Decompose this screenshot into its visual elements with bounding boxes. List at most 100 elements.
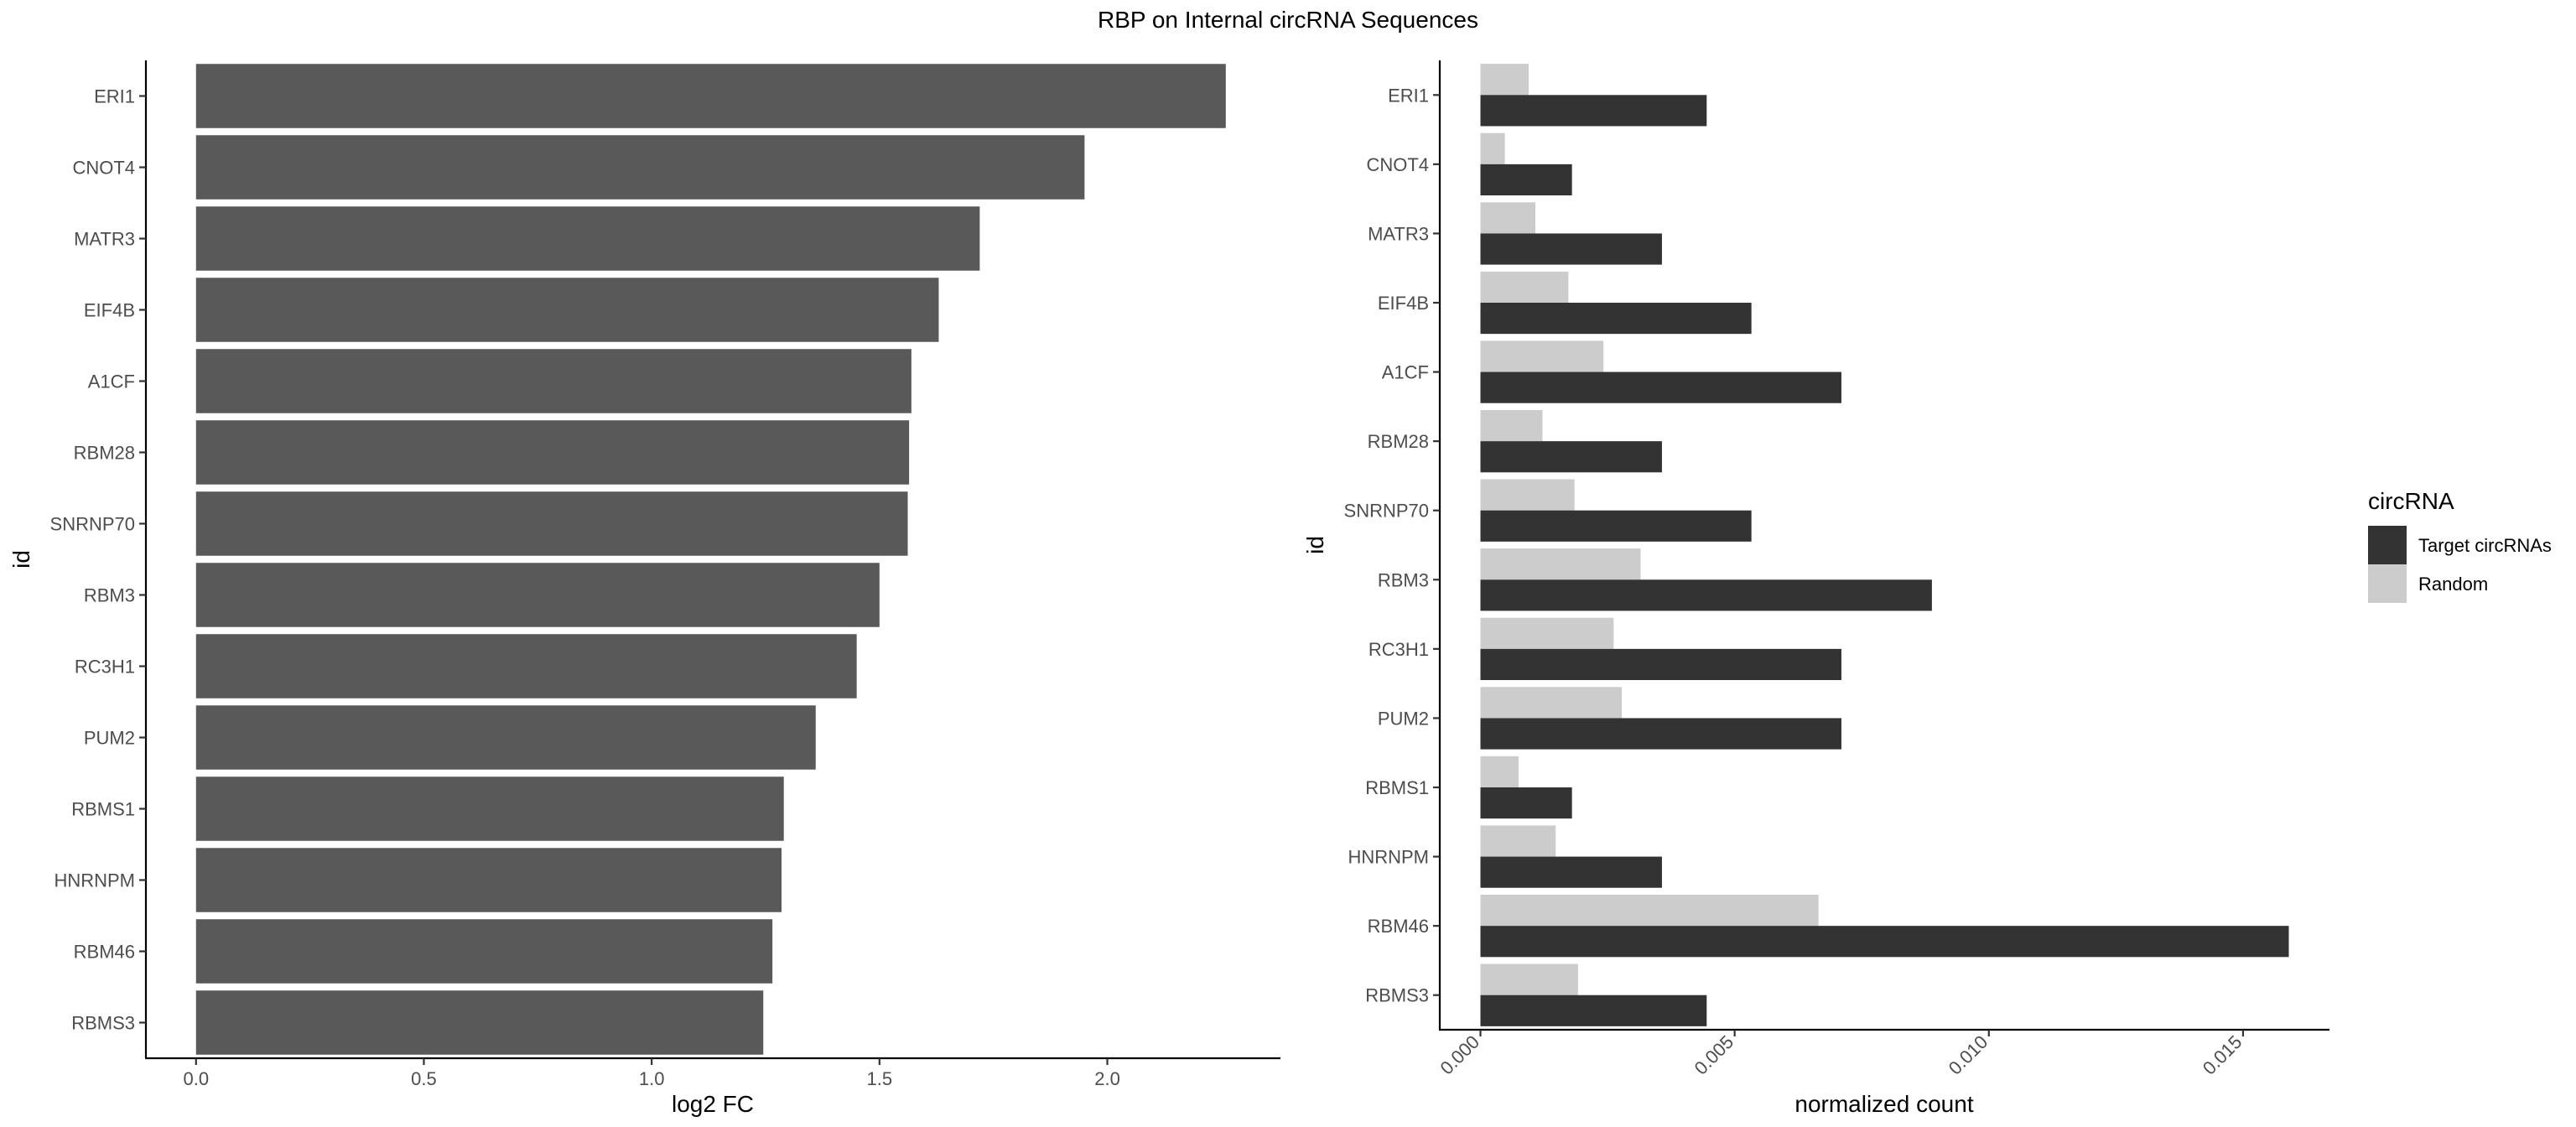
legend: circRNA Target circRNAs Random [2368,488,2552,603]
left-x-tick-label: 0.0 [183,1068,209,1089]
left-y-tick-label: RBMS1 [71,799,135,820]
left-y-axis-title: id [8,550,34,569]
right-x-tick-label: 0.010 [1945,1031,1992,1079]
bar-cnot4 [195,135,1085,200]
bar-target-cnot4 [1480,164,1572,196]
bar-eri1 [195,64,1226,128]
left-x-tick-label: 0.5 [411,1068,437,1089]
left-x-tick-label: 2.0 [1094,1068,1120,1089]
bar-a1cf [195,349,911,413]
bar-eif4b [195,278,939,342]
right-y-tick-label: RBM3 [1378,569,1429,590]
bar-random-matr3 [1480,202,1535,234]
bar-target-matr3 [1480,233,1662,265]
left-y-tick-label: RBM3 [84,585,135,606]
right-y-tick-label: HNRNPM [1348,847,1429,868]
bar-target-rbms1 [1480,787,1572,819]
legend-label-target-circrnas: Target circRNAs [2418,535,2552,556]
left-y-tick-label: RC3H1 [75,657,135,678]
bar-snrnp70 [195,491,908,556]
bar-random-rbms3 [1480,963,1578,995]
left-y-tick-label: CNOT4 [72,158,135,179]
bar-random-eri1 [1480,64,1530,96]
left-y-tick-label: EIF4B [84,300,135,321]
bar-random-rbm28 [1480,409,1543,442]
right-y-tick-label: RBM28 [1368,431,1429,452]
legend-items: Target circRNAs Random [2368,526,2552,603]
bar-target-eri1 [1480,95,1707,127]
legend-title: circRNA [2368,488,2454,514]
legend-label-random: Random [2418,574,2488,595]
left-y-tick-label: RBMS3 [71,1013,135,1034]
right-y-tick-label: A1CF [1382,362,1429,383]
right-panel-normalized-count: ERI1 CNOT4 MATR3 EIF4B A1CF RBM28 SNRNP70 RBM3 R… [1302,60,2329,1117]
bar-random-pum2 [1480,687,1623,719]
left-x-tick-label: 1.5 [867,1068,893,1089]
right-x-tick-label: 0.015 [2199,1031,2246,1079]
left-x-ticks: 0.0 0.5 1.0 1.5 2.0 [183,1058,1120,1089]
legend-swatch-target-circrnas [2368,526,2407,564]
left-x-axis-title: log2 FC [672,1091,754,1117]
bar-rbm3 [195,563,880,627]
bar-rc3h1 [195,634,857,699]
figure-title: RBP on Internal circRNA Sequences [1098,7,1478,33]
bar-random-eif4b [1480,271,1569,303]
bar-target-eif4b [1480,303,1752,335]
bar-target-rbms3 [1480,995,1707,1026]
bar-target-a1cf [1480,371,1841,403]
left-y-tick-label: HNRNPM [54,870,135,891]
bar-rbms1 [195,776,784,841]
right-x-tick-label: 0.005 [1690,1031,1738,1079]
right-y-tick-label: MATR3 [1368,223,1429,244]
bar-target-rbm46 [1480,926,2289,958]
bar-random-snrnp70 [1480,479,1575,511]
right-y-tick-label: PUM2 [1378,708,1429,729]
bar-target-pum2 [1480,718,1841,750]
right-y-tick-label: SNRNP70 [1344,501,1429,522]
right-y-tick-label: EIF4B [1378,293,1429,314]
left-y-ticks: ERI1 CNOT4 MATR3 EIF4B A1CF RBM28 SNRNP70 RBM3 R… [50,86,146,1034]
right-y-tick-label: RC3H1 [1368,639,1429,660]
bar-target-snrnp70 [1480,510,1752,542]
bar-random-rbms1 [1480,756,1519,787]
legend-swatch-random [2368,564,2407,603]
bar-random-rbm3 [1480,548,1641,580]
right-bars [1480,64,2289,1026]
bar-matr3 [195,206,980,271]
left-y-tick-label: SNRNP70 [50,514,135,535]
bar-rbm28 [195,420,910,485]
right-x-axis-title: normalized count [1794,1091,1973,1117]
bar-rbms3 [195,990,764,1055]
left-y-tick-label: A1CF [88,371,135,392]
left-y-tick-label: PUM2 [84,728,135,749]
right-y-ticks: ERI1 CNOT4 MATR3 EIF4B A1CF RBM28 SNRNP70 RBM3 R… [1344,85,1440,1006]
left-bars [195,64,1226,1055]
bar-random-hnrnpm [1480,825,1556,857]
bar-random-rbm46 [1480,894,1819,927]
right-y-axis-title: id [1302,536,1328,554]
bar-random-a1cf [1480,340,1604,372]
right-y-tick-label: RBMS1 [1365,777,1429,798]
left-y-tick-label: RBM28 [74,443,135,464]
left-y-tick-label: RBM46 [74,942,135,963]
right-x-ticks: 0.000 0.005 0.010 0.015 [1436,1030,2246,1078]
bar-random-rc3h1 [1480,617,1614,649]
bar-target-rc3h1 [1480,648,1841,681]
bar-target-hnrnpm [1480,856,1662,888]
right-y-tick-label: ERI1 [1388,85,1429,106]
bar-pum2 [195,705,816,770]
bar-rbm46 [195,919,773,984]
bar-target-rbm3 [1480,579,1932,611]
left-panel-log2fc: ERI1 CNOT4 MATR3 EIF4B A1CF RBM28 SNRNP70 RBM3 R… [8,60,1280,1117]
left-x-tick-label: 1.0 [639,1068,665,1089]
right-x-tick-label: 0.000 [1436,1031,1483,1079]
right-y-tick-label: RBMS3 [1365,985,1429,1006]
right-y-tick-label: RBM46 [1368,916,1429,937]
left-y-tick-label: ERI1 [94,86,135,107]
bar-hnrnpm [195,848,782,912]
bar-random-cnot4 [1480,132,1505,164]
bar-target-rbm28 [1480,441,1662,473]
left-y-tick-label: MATR3 [74,229,135,250]
right-y-tick-label: CNOT4 [1366,154,1429,175]
